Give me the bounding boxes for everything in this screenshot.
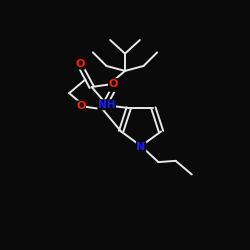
Text: NH: NH (98, 100, 116, 110)
Text: O: O (76, 101, 86, 111)
Text: N: N (136, 142, 146, 152)
Text: O: O (109, 81, 118, 91)
Text: O: O (76, 59, 85, 69)
Text: O: O (109, 79, 118, 89)
